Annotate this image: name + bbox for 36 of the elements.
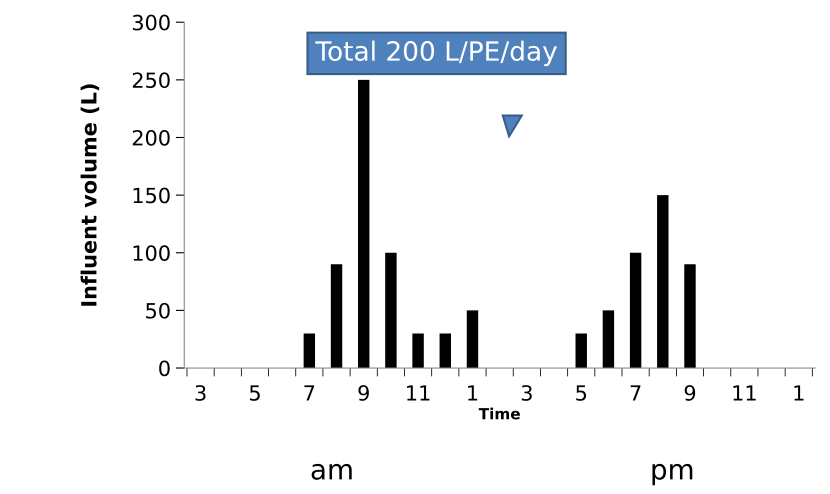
bar [304,333,316,368]
bar [466,310,478,368]
bar [412,333,424,368]
bar [358,80,370,368]
x-tick-label: 9 [684,385,696,401]
bar [630,252,642,368]
bar [440,333,451,368]
x-tick-label: 7 [304,385,314,401]
bar [576,333,587,368]
bar [330,264,342,368]
bar [684,264,696,368]
y-tick-label: 300 [132,14,170,30]
bar [602,310,614,368]
y-tick-label: 200 [132,130,170,146]
y-tick-label: 50 [146,302,170,319]
x-tick-label: 3 [522,385,532,401]
annotation: Total 200 L/PE/day [315,40,557,66]
x-tick-label: 11 [407,385,430,401]
x-axis-title: Time [478,408,520,420]
x-tick-label: 5 [250,385,260,401]
x-tick-label: 5 [576,385,586,401]
y-tick-label: 150 [134,188,170,204]
y-tick-label: 100 [134,245,170,261]
bar [385,252,397,368]
x-tick-label: 9 [358,385,369,401]
text: am [312,464,352,480]
y-axis-title: Influent volume (L) [80,84,100,306]
x-tick-label: 11 [733,385,756,401]
text: pm [652,464,692,486]
bar [657,195,669,368]
x-tick-label: 3 [196,385,206,401]
x-tick-label: 7 [630,385,640,401]
y-tick-label: 250 [132,72,170,88]
x-tick-label: 1 [794,385,804,401]
y-tick-label: 0 [159,360,170,376]
x-tick-label: 1 [468,385,478,401]
